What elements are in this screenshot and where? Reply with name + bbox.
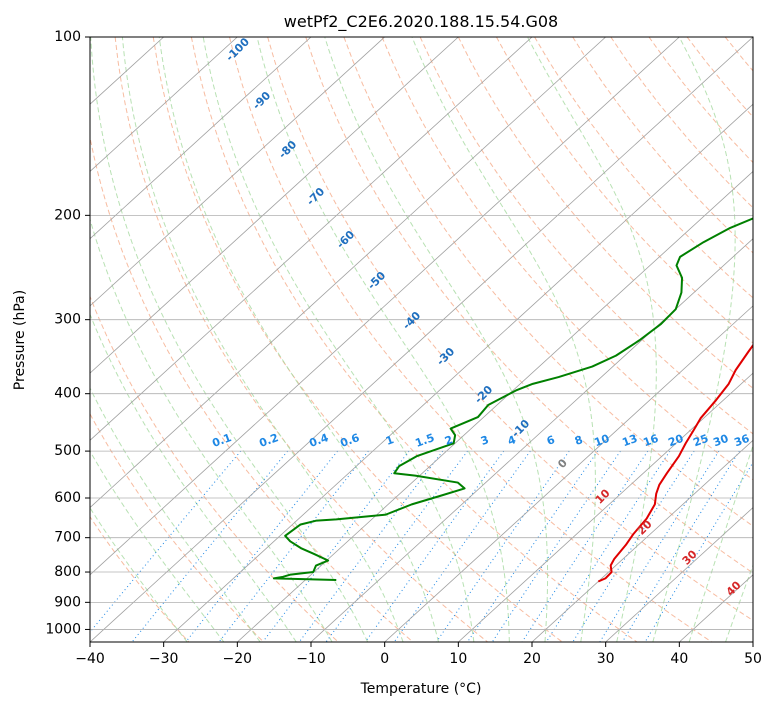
mixing-ratio-label: 2 <box>443 433 455 448</box>
chart-title: wetPf2_C2E6.2020.188.15.54.G08 <box>284 12 558 32</box>
isotherm-line <box>90 37 680 576</box>
dry-adiabat-line <box>190 37 638 642</box>
moist-adiabat-line <box>121 37 404 642</box>
y-tick-label: 900 <box>54 594 81 610</box>
dry-adiabat-line <box>763 37 775 642</box>
mixing-ratio-label: 3 <box>479 433 491 448</box>
isotherm-line <box>90 37 606 509</box>
mixing-ratio-line <box>521 450 649 642</box>
x-tick-label: 30 <box>597 651 615 667</box>
moist-adiabat-line <box>527 37 657 642</box>
mixing-ratio-label: 1 <box>384 433 396 448</box>
dry-adiabat-line <box>381 37 753 481</box>
moist-adiabat-line <box>90 217 333 642</box>
moist-adiabat-line <box>158 37 439 642</box>
moist-adiabat-line <box>90 386 261 642</box>
x-tick-label: 20 <box>523 651 541 667</box>
profile-lines <box>272 217 753 583</box>
moist-adiabat-line <box>725 563 753 642</box>
axes: −40 −30 −20 −10 0 10 20 30 40 5010020030040050060… <box>45 29 762 667</box>
moist-adiabat-line <box>688 443 753 642</box>
y-tick-label: 800 <box>54 564 81 580</box>
isotherm-line <box>90 37 459 374</box>
isotherm-line <box>531 439 753 642</box>
y-tick-label: 400 <box>54 386 81 402</box>
dry-adiabat-line <box>90 134 414 642</box>
moist-adiabat-line <box>202 37 475 642</box>
dry-adiabat-line <box>267 37 753 622</box>
dry-adiabat-line <box>152 37 563 642</box>
isotherm-line <box>90 37 312 240</box>
mixing-ratio-line <box>621 450 740 642</box>
mixing-ratio-line <box>90 450 242 633</box>
isotherm-line <box>384 305 753 642</box>
mixing-ratio-label: 36 <box>732 432 751 450</box>
mixing-ratio-label: 16 <box>641 432 660 450</box>
plot-frame <box>89 36 754 643</box>
mixing-ratio-label: 0.6 <box>338 431 361 450</box>
dewpoint-profile-line <box>272 217 753 581</box>
y-axis-title: Pressure (hPa) <box>12 290 28 390</box>
y-tick-label: 700 <box>54 530 81 546</box>
dry-adiabat-line <box>343 37 753 527</box>
moist-adiabat-line <box>324 37 549 642</box>
mixing-ratio-label: 1.5 <box>413 431 436 450</box>
isotherm-line <box>90 37 753 642</box>
y-tick-label: 200 <box>54 207 81 223</box>
mixing-ratio-label: 10 <box>592 432 611 450</box>
moist-adiabat-line <box>90 313 297 642</box>
isotherm-line <box>458 372 753 642</box>
mixing-ratio-line <box>436 450 570 642</box>
dry-adiabat-line <box>90 515 190 642</box>
mixing-ratio-label: 0.1 <box>210 431 233 450</box>
x-tick-label: 0 <box>380 651 389 667</box>
isotherm-line <box>752 641 753 642</box>
isotherm-line <box>90 37 385 307</box>
moist-adiabat-line <box>256 37 510 642</box>
mixing-ratio-line <box>467 450 599 642</box>
mixing-ratio-label: 13 <box>620 432 639 449</box>
isotherm-line <box>90 37 533 441</box>
temperature-profile-line <box>597 343 753 583</box>
moist-adiabat-line <box>652 37 736 642</box>
y-tick-label: 300 <box>54 312 81 328</box>
dry-adiabat-line <box>90 295 339 642</box>
y-tick-label: 600 <box>54 490 81 506</box>
y-tick-label: 100 <box>54 29 81 45</box>
mixing-ratio-label: 0.2 <box>257 431 280 450</box>
x-axis-title: Temperature (°C) <box>360 681 482 697</box>
x-tick-label: −40 <box>75 651 105 667</box>
moist-adiabat-line <box>90 450 225 642</box>
dry-adiabat-line <box>114 37 488 642</box>
background-lines <box>90 37 775 642</box>
mixing-ratio-label: 6 <box>545 433 557 448</box>
mixing-ratio-label: 0.4 <box>307 431 330 450</box>
isotherm-line <box>163 103 753 642</box>
mixing-ratio-label: 30 <box>711 432 730 450</box>
isotherm-line <box>310 238 753 642</box>
moist-adiabat-line <box>411 37 596 642</box>
x-tick-label: 10 <box>449 651 467 667</box>
dry-adiabat-line <box>229 37 713 642</box>
dry-adiabat-line <box>534 37 753 299</box>
mixing-ratio-label: 20 <box>666 432 685 450</box>
mixing-ratio-line <box>185 450 338 642</box>
isotherm-line <box>90 37 238 172</box>
x-tick-label: −10 <box>296 651 326 667</box>
isotherm-line <box>237 170 753 642</box>
x-tick-label: 40 <box>670 651 688 667</box>
mixing-ratio-label: 4 <box>506 433 518 448</box>
y-tick-label: 1000 <box>45 621 81 637</box>
y-tick-label: 500 <box>54 443 81 459</box>
isotherm-line <box>605 507 753 642</box>
x-tick-label: −20 <box>223 651 253 667</box>
mixing-ratio-label: 25 <box>691 432 710 449</box>
x-tick-label: 50 <box>744 651 762 667</box>
mixing-ratio-line <box>218 450 369 642</box>
mixing-ratio-line <box>325 450 468 642</box>
mixing-ratio-label: 8 <box>573 433 585 448</box>
x-tick-label: −30 <box>149 651 179 667</box>
